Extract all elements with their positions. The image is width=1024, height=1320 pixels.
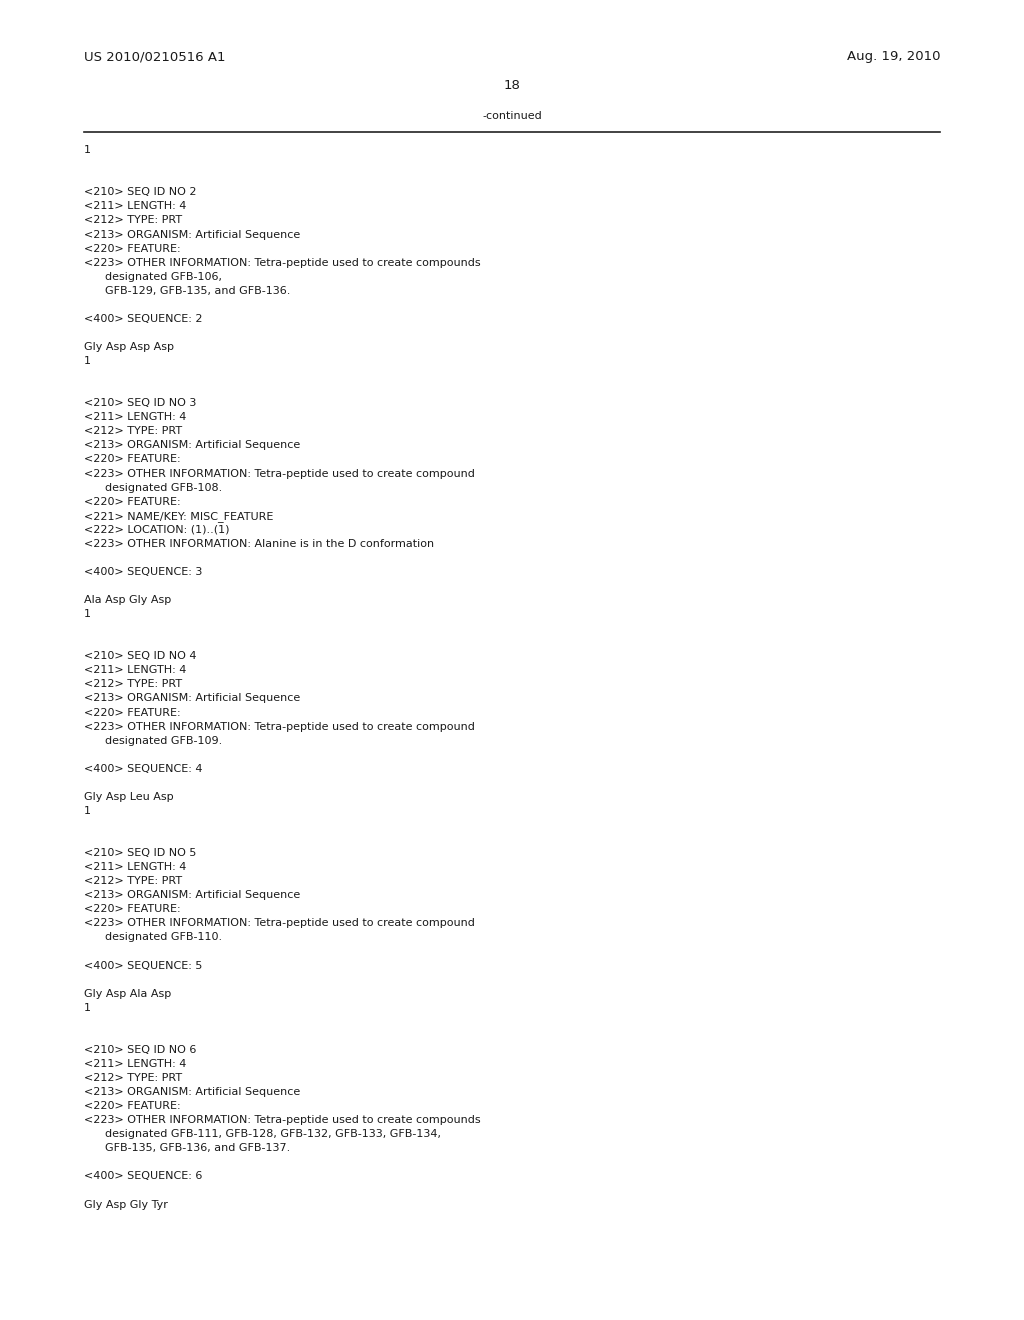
Text: <212> TYPE: PRT: <212> TYPE: PRT [84, 426, 182, 437]
Text: <223> OTHER INFORMATION: Alanine is in the D conformation: <223> OTHER INFORMATION: Alanine is in t… [84, 539, 434, 549]
Text: <220> FEATURE:: <220> FEATURE: [84, 244, 180, 253]
Text: <220> FEATURE:: <220> FEATURE: [84, 454, 180, 465]
Text: <223> OTHER INFORMATION: Tetra-peptide used to create compound: <223> OTHER INFORMATION: Tetra-peptide u… [84, 919, 475, 928]
Text: <220> FEATURE:: <220> FEATURE: [84, 496, 180, 507]
Text: <210> SEQ ID NO 3: <210> SEQ ID NO 3 [84, 399, 197, 408]
Text: <212> TYPE: PRT: <212> TYPE: PRT [84, 215, 182, 226]
Text: <213> ORGANISM: Artificial Sequence: <213> ORGANISM: Artificial Sequence [84, 1088, 300, 1097]
Text: <212> TYPE: PRT: <212> TYPE: PRT [84, 680, 182, 689]
Text: <211> LENGTH: 4: <211> LENGTH: 4 [84, 412, 186, 422]
Text: <222> LOCATION: (1)..(1): <222> LOCATION: (1)..(1) [84, 525, 229, 535]
Text: <223> OTHER INFORMATION: Tetra-peptide used to create compounds: <223> OTHER INFORMATION: Tetra-peptide u… [84, 1115, 480, 1125]
Text: designated GFB-108.: designated GFB-108. [84, 483, 222, 492]
Text: <223> OTHER INFORMATION: Tetra-peptide used to create compound: <223> OTHER INFORMATION: Tetra-peptide u… [84, 722, 475, 731]
Text: Gly Asp Asp Asp: Gly Asp Asp Asp [84, 342, 174, 352]
Text: <210> SEQ ID NO 6: <210> SEQ ID NO 6 [84, 1045, 197, 1055]
Text: designated GFB-109.: designated GFB-109. [84, 735, 222, 746]
Text: US 2010/0210516 A1: US 2010/0210516 A1 [84, 50, 225, 63]
Text: 18: 18 [504, 79, 520, 92]
Text: Aug. 19, 2010: Aug. 19, 2010 [847, 50, 940, 63]
Text: <213> ORGANISM: Artificial Sequence: <213> ORGANISM: Artificial Sequence [84, 441, 300, 450]
Text: GFB-135, GFB-136, and GFB-137.: GFB-135, GFB-136, and GFB-137. [84, 1143, 290, 1154]
Text: <221> NAME/KEY: MISC_FEATURE: <221> NAME/KEY: MISC_FEATURE [84, 511, 273, 521]
Text: <210> SEQ ID NO 2: <210> SEQ ID NO 2 [84, 187, 197, 198]
Text: Gly Asp Ala Asp: Gly Asp Ala Asp [84, 989, 171, 999]
Text: <213> ORGANISM: Artificial Sequence: <213> ORGANISM: Artificial Sequence [84, 693, 300, 704]
Text: <220> FEATURE:: <220> FEATURE: [84, 904, 180, 915]
Text: <223> OTHER INFORMATION: Tetra-peptide used to create compounds: <223> OTHER INFORMATION: Tetra-peptide u… [84, 257, 480, 268]
Text: <223> OTHER INFORMATION: Tetra-peptide used to create compound: <223> OTHER INFORMATION: Tetra-peptide u… [84, 469, 475, 479]
Text: -continued: -continued [482, 111, 542, 121]
Text: <400> SEQUENCE: 5: <400> SEQUENCE: 5 [84, 961, 203, 970]
Text: 1: 1 [84, 356, 91, 366]
Text: <211> LENGTH: 4: <211> LENGTH: 4 [84, 202, 186, 211]
Text: <400> SEQUENCE: 4: <400> SEQUENCE: 4 [84, 764, 203, 774]
Text: designated GFB-111, GFB-128, GFB-132, GFB-133, GFB-134,: designated GFB-111, GFB-128, GFB-132, GF… [84, 1130, 441, 1139]
Text: 1: 1 [84, 1003, 91, 1012]
Text: <210> SEQ ID NO 5: <210> SEQ ID NO 5 [84, 849, 197, 858]
Text: <220> FEATURE:: <220> FEATURE: [84, 1101, 180, 1111]
Text: 1: 1 [84, 145, 91, 156]
Text: GFB-129, GFB-135, and GFB-136.: GFB-129, GFB-135, and GFB-136. [84, 286, 291, 296]
Text: designated GFB-106,: designated GFB-106, [84, 272, 222, 281]
Text: <211> LENGTH: 4: <211> LENGTH: 4 [84, 665, 186, 676]
Text: <220> FEATURE:: <220> FEATURE: [84, 708, 180, 718]
Text: <211> LENGTH: 4: <211> LENGTH: 4 [84, 1059, 186, 1069]
Text: Gly Asp Gly Tyr: Gly Asp Gly Tyr [84, 1200, 168, 1209]
Text: <213> ORGANISM: Artificial Sequence: <213> ORGANISM: Artificial Sequence [84, 890, 300, 900]
Text: designated GFB-110.: designated GFB-110. [84, 932, 222, 942]
Text: Gly Asp Leu Asp: Gly Asp Leu Asp [84, 792, 174, 801]
Text: 1: 1 [84, 807, 91, 816]
Text: <212> TYPE: PRT: <212> TYPE: PRT [84, 876, 182, 886]
Text: <212> TYPE: PRT: <212> TYPE: PRT [84, 1073, 182, 1082]
Text: <400> SEQUENCE: 2: <400> SEQUENCE: 2 [84, 314, 203, 323]
Text: <210> SEQ ID NO 4: <210> SEQ ID NO 4 [84, 651, 197, 661]
Text: <400> SEQUENCE: 6: <400> SEQUENCE: 6 [84, 1171, 203, 1181]
Text: <400> SEQUENCE: 3: <400> SEQUENCE: 3 [84, 568, 203, 577]
Text: <211> LENGTH: 4: <211> LENGTH: 4 [84, 862, 186, 873]
Text: Ala Asp Gly Asp: Ala Asp Gly Asp [84, 595, 171, 605]
Text: <213> ORGANISM: Artificial Sequence: <213> ORGANISM: Artificial Sequence [84, 230, 300, 239]
Text: 1: 1 [84, 609, 91, 619]
